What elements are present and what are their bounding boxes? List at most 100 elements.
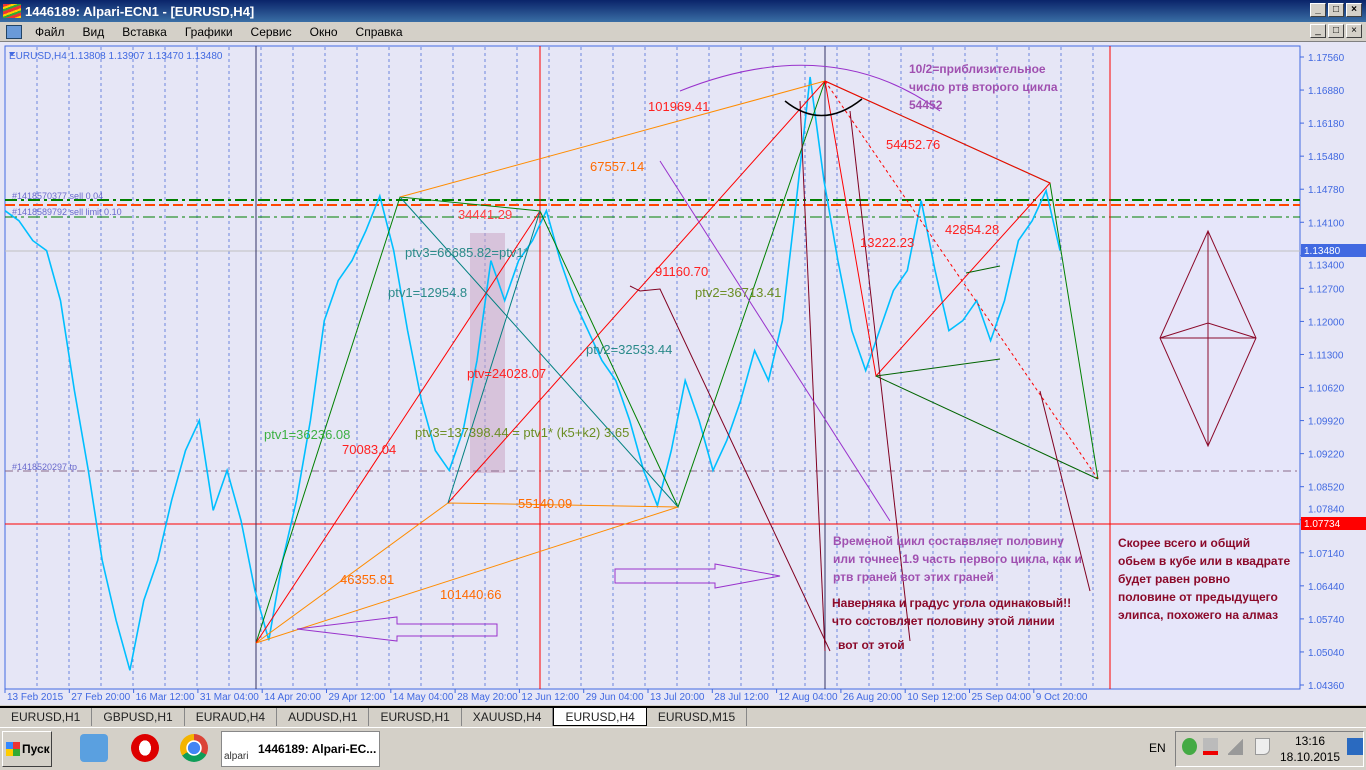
label-34441: 34441.29 [458,207,512,222]
show-desktop-icon[interactable] [1347,738,1363,755]
red-triangle [824,80,1051,378]
chart-restore-button[interactable]: □ [1328,24,1344,38]
time-axis[interactable]: 13 Feb 2015 27 Feb 20:00 16 Mar 12:00 31 Ma… [4,689,1088,703]
chrome-icon[interactable] [180,734,208,762]
maximize-button[interactable]: □ [1328,3,1344,17]
price-chart[interactable]: 101969.41 67557.14 34441.29 ptv3=66685.8… [0,42,1366,706]
y-tick-label: 1.06440 [1308,582,1345,593]
label-42854: 42854.28 [945,222,999,237]
network-icon[interactable] [1228,738,1243,755]
order-labels: #1418570377 sell 0.04 #1418589792 sell l… [12,191,122,472]
power-icon[interactable] [1203,738,1218,755]
purple-line [659,160,891,522]
tab-eurusd-h1-2[interactable]: EURUSD,H1 [369,708,462,726]
x-tick-label: 14 May 04:00 [393,692,454,703]
tab-audusd-h1[interactable]: AUDUSD,H1 [277,708,370,726]
taskbar: Пуск alpari 1446189: Alpari-EC... EN 13:… [0,727,1366,770]
x-tick-label: 27 Feb 20:00 [71,692,130,703]
menu-insert[interactable]: Вставка [122,24,167,39]
label-13222: 13222.23 [860,235,914,250]
title-bar: 1446189: Alpari-ECN1 - [EURUSD,H4] _ □ × [0,0,1366,22]
chart-window-icon[interactable] [6,24,22,39]
current-price-badge [1301,244,1366,257]
clock-date: 18.10.2015 [1279,750,1341,764]
action-center-icon[interactable] [1255,738,1270,755]
y-tick-label: 1.10620 [1308,384,1345,395]
tab-eurusd-m15[interactable]: EURUSD,M15 [647,708,748,726]
menu-view[interactable]: Вид [82,24,105,39]
y-tick-label: 1.16180 [1308,119,1345,130]
start-button[interactable]: Пуск [2,731,52,767]
tab-eurusd-h4[interactable]: EURUSD,H4 [553,708,647,726]
close-button[interactable]: × [1346,3,1362,17]
task-label: 1446189: Alpari-EC... [258,742,377,756]
tab-gbpusd-h1[interactable]: GBPUSD,H1 [92,708,185,726]
tab-xauusd-h4[interactable]: XAUUSD,H4 [462,708,554,726]
chart-minimize-button[interactable]: _ [1310,24,1326,38]
teal-line-1 [399,196,679,508]
antivirus-icon[interactable] [1182,738,1197,755]
y-tick-label: 1.07140 [1308,549,1345,560]
drawings[interactable] [255,64,1257,652]
x-tick-label: 28 Jul 12:00 [714,692,769,703]
media-player-icon[interactable] [80,734,108,762]
maroon-line-4 [1039,390,1091,592]
x-tick-label: 13 Jul 20:00 [650,692,705,703]
y-tick-label: 1.07840 [1308,505,1345,516]
x-tick-label: 14 Apr 20:00 [264,692,321,703]
taskbar-item-metatrader[interactable]: alpari 1446189: Alpari-EC... [221,731,380,767]
note-top-1: 10/2=приблизительное [909,62,1046,76]
x-tick-label: 10 Sep 12:00 [907,692,967,703]
y-tick-label: 1.05740 [1308,615,1345,626]
maroon-line-2 [799,100,826,652]
menu-charts[interactable]: Графики [184,24,233,39]
y-tick-label: 1.12700 [1308,284,1345,295]
label-ptv3-66685: ptv3=66685.82=ptv1* [405,245,529,260]
red-line-1 [447,80,826,504]
chart-close-button[interactable]: × [1346,24,1362,38]
chart-header: EURUSD,H4 1.13808 1.13907 1.13470 1.1348… [9,51,223,62]
future-area [1111,47,1299,688]
alpari-logo-icon: alpari [224,750,249,762]
line-price-badge [1301,517,1366,530]
chart-area[interactable]: 101969.41 67557.14 34441.29 ptv3=66685.8… [0,41,1366,705]
menu-window[interactable]: Окно [309,24,338,39]
price-axis[interactable]: 1.17560 1.16880 1.16180 1.15480 1.14780 1.141… [1300,53,1345,692]
green-line-2 [875,358,1001,377]
y-tick-label: 1.17560 [1308,53,1345,64]
language-indicator[interactable]: EN [1149,741,1166,755]
collapse-triangle-icon[interactable] [9,52,15,56]
x-tick-label: 12 Aug 04:00 [779,692,838,703]
menu-file[interactable]: Файл [35,24,65,39]
y-tick-label: 1.13400 [1308,261,1345,272]
minimize-button[interactable]: _ [1310,3,1326,17]
maroon-line-3 [849,110,911,642]
arrow-left [296,616,498,642]
start-label: Пуск [22,742,50,756]
note-this: вот от этой [838,638,905,652]
clock-time: 13:16 [1294,734,1326,748]
label-55140: 55140.09 [518,496,572,511]
tab-euraud-h4[interactable]: EURAUD,H4 [185,708,278,726]
note-right-5: элипса, похожего на алмаз [1118,608,1278,622]
drawing-labels: 101969.41 67557.14 34441.29 ptv3=66685.8… [264,99,999,602]
note-cycle-1: Временой цикл составвляет половину [833,534,1064,548]
y-tick-label: 1.08520 [1308,483,1345,494]
opera-icon[interactable] [131,734,159,762]
label-70083: 70083.04 [342,442,396,457]
menu-help[interactable]: Справка [355,24,403,39]
tab-eurusd-h1[interactable]: EURUSD,H1 [0,708,93,726]
label-46355: 46355.81 [340,572,394,587]
price-series-line [4,76,1061,671]
red-dotted-line [824,80,1099,480]
y-tick-label: 1.12000 [1308,317,1345,328]
label-ptv2-32533: ptv2=32533.44 [586,342,672,357]
x-tick-label: 29 Jun 04:00 [586,692,644,703]
x-tick-label: 13 Feb 2015 [7,692,64,703]
orange-line-3 [255,506,679,644]
menu-tools[interactable]: Сервис [250,24,292,39]
clock[interactable]: 13:16 18.10.2015 [1275,733,1345,765]
note-right-3: будет равен ровно [1118,572,1230,586]
teal-line-2 [447,210,541,504]
note-top-3: 54452 [909,98,943,112]
